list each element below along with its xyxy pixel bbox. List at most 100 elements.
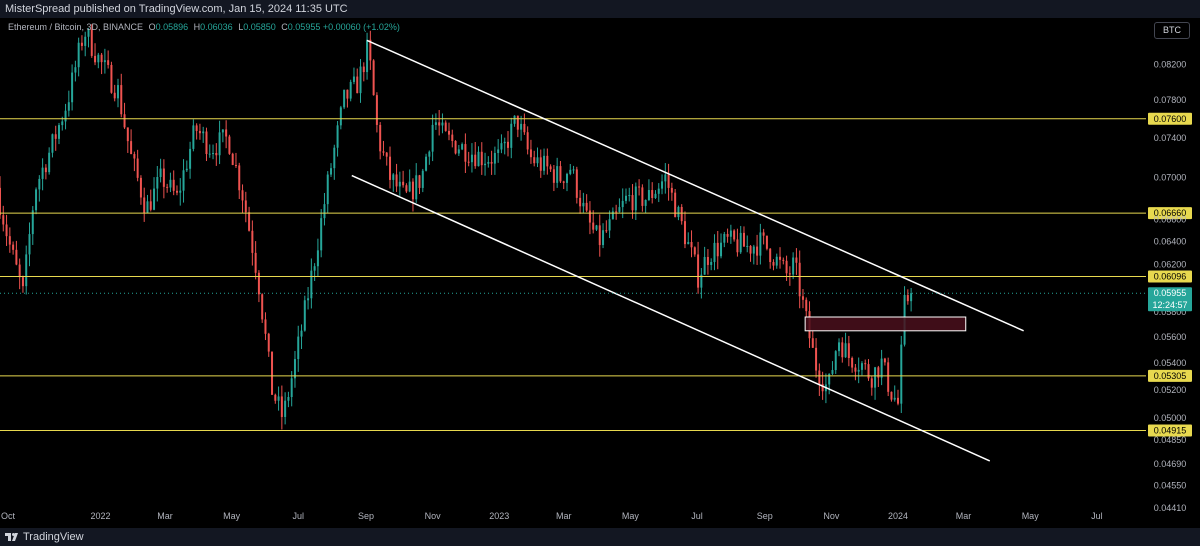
candle-body: [356, 76, 359, 94]
candle-body: [464, 144, 467, 162]
candle-body: [323, 204, 326, 219]
horizontal-levels: 0.07600 0.06660 0.06096 0.05305 0.04915: [0, 112, 1192, 437]
candle-body: [805, 299, 808, 312]
supply-zone: [804, 316, 967, 332]
candle-body: [654, 193, 657, 198]
price-tick-label: 0.04410: [1154, 503, 1187, 513]
candle-body: [647, 190, 650, 201]
candle-body: [520, 123, 523, 130]
time-tick-label: 2022: [90, 511, 110, 521]
candle-body: [487, 162, 490, 164]
time-tick-label: Nov: [425, 511, 442, 521]
candle-body: [166, 186, 169, 188]
candle-body: [313, 266, 316, 271]
candle-body: [651, 190, 654, 198]
candle-body: [316, 250, 319, 267]
candle-body: [598, 225, 601, 246]
candle-body: [815, 347, 818, 371]
candle-body: [257, 272, 260, 295]
candle-body: [74, 67, 77, 73]
time-tick-label: Jul: [1091, 511, 1103, 521]
price-tick-label: 0.06200: [1154, 259, 1187, 269]
price-tick-label: 0.04850: [1154, 435, 1187, 445]
time-tick-label: May: [223, 511, 241, 521]
candle-body: [415, 175, 418, 200]
candle-body: [0, 187, 1, 216]
candle-body: [533, 157, 536, 164]
candle-body: [742, 232, 745, 247]
candle-body: [828, 373, 831, 385]
candle-body: [274, 394, 277, 401]
candle-body: [631, 195, 634, 211]
candle-body: [8, 236, 11, 245]
candle-body: [71, 72, 74, 103]
candle-body: [113, 92, 116, 99]
candle-body: [12, 244, 15, 250]
candle-body: [162, 168, 165, 187]
candle-body: [126, 127, 129, 142]
candle-body: [752, 246, 755, 254]
candle-body: [854, 367, 857, 372]
candle-body: [618, 207, 621, 212]
candle-body: [772, 262, 775, 266]
candle-body: [405, 185, 408, 192]
candle-body: [801, 296, 804, 300]
candle-body: [116, 85, 119, 99]
candle-body: [123, 114, 126, 128]
channel-lower-line: [351, 174, 991, 462]
candle-body: [883, 358, 886, 363]
candle-body: [838, 342, 841, 352]
level-label-box: [1148, 112, 1192, 125]
candle-body: [746, 245, 749, 247]
candle-body: [382, 151, 385, 153]
candle-body: [513, 115, 516, 124]
candle-body: [575, 169, 578, 198]
candle-body: [526, 132, 529, 150]
candle-body: [153, 188, 156, 210]
candle-body: [431, 124, 434, 152]
candle-body: [602, 230, 605, 246]
candle-body: [529, 149, 532, 158]
candle-body: [143, 197, 146, 213]
price-tick-label: 0.06600: [1154, 215, 1187, 225]
time-axis: Oct 2022 Mar May Jul Sep Nov 2023 Mar May Jul Sep No…: [1, 511, 1103, 521]
current-price-label: 0.05955: [1154, 288, 1187, 298]
candle-body: [595, 225, 598, 230]
candle-body: [546, 155, 549, 167]
candle-body: [234, 164, 237, 166]
candle-body: [408, 181, 411, 192]
candle-body: [457, 149, 460, 154]
candle-body: [238, 165, 241, 191]
close-value: 0.05955: [287, 22, 321, 32]
candle-body: [28, 234, 31, 255]
candle-body: [592, 222, 595, 230]
candle-body: [611, 211, 614, 220]
candle-body: [510, 123, 513, 148]
candle-body: [21, 277, 24, 287]
candle-body: [680, 206, 683, 222]
candle-body: [500, 143, 503, 150]
candle-body: [35, 189, 38, 211]
candle-body: [425, 156, 428, 171]
candle-body: [48, 152, 51, 173]
candle-body: [841, 342, 844, 358]
candle-body: [605, 230, 608, 232]
candle-body: [326, 174, 329, 205]
candle-body: [562, 181, 565, 183]
candle-body: [729, 230, 732, 237]
current-price-marker: 0.05955 12:24:57: [0, 287, 1192, 312]
candle-body: [175, 190, 178, 193]
candle-body: [366, 39, 369, 73]
candle-body: [565, 173, 568, 183]
candle-body: [693, 247, 696, 255]
candle-body: [448, 130, 451, 135]
candle-body: [687, 241, 690, 245]
candle-body: [182, 170, 185, 191]
candle-body: [785, 260, 788, 274]
currency-badge[interactable]: BTC: [1154, 22, 1190, 39]
candle-body: [395, 174, 398, 187]
level-label-box: [1148, 424, 1192, 437]
candle-body: [556, 166, 559, 183]
candle-body: [41, 167, 44, 179]
